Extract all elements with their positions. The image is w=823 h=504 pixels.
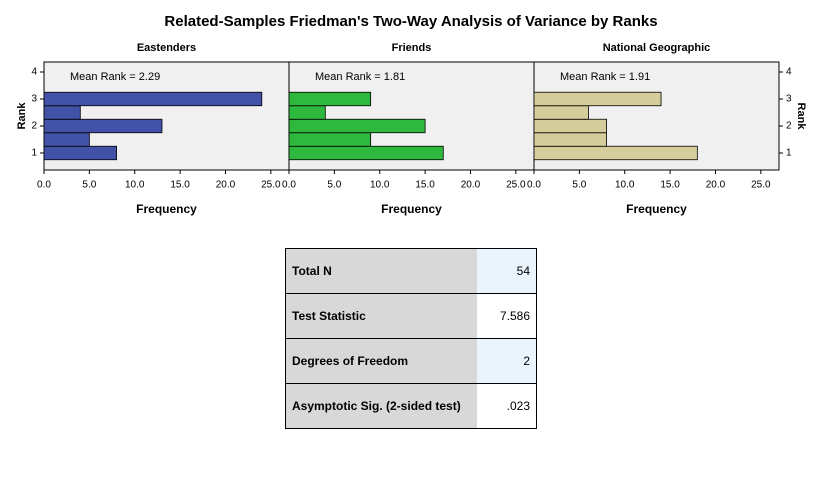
y-tick-label: 3 [31, 94, 37, 105]
bar [43, 91, 263, 107]
y-tick-label: 4 [786, 67, 792, 78]
panel-title: National Geographic [603, 42, 711, 54]
x-tick-label: 25.0 [751, 180, 771, 191]
table-row: Test Statistic 7.586 [285, 293, 537, 339]
x-tick-label: 5.0 [82, 180, 96, 191]
bar [533, 91, 662, 107]
value-cell: 2 [477, 338, 537, 384]
y-tick-label: 3 [786, 94, 792, 105]
bar [533, 105, 589, 120]
bar [43, 132, 90, 147]
x-axis-label: Frequency [381, 202, 442, 216]
y-axis-label: Rank [795, 103, 807, 131]
value-cell: 7.586 [477, 293, 537, 339]
bar [288, 132, 372, 147]
x-tick-label: 15.0 [170, 180, 190, 191]
bar [533, 118, 607, 134]
chart: Related-Samples Friedman's Two-Way Analy… [16, 13, 807, 216]
stats-table: Total N 54 Test Statistic 7.586 Degrees of F… [285, 248, 537, 429]
x-tick-label: 10.0 [370, 180, 390, 191]
annotation: Mean Rank = 1.91 [560, 71, 650, 83]
x-axis-label: Frequency [136, 202, 197, 216]
bar [43, 105, 81, 120]
x-tick-label: 5.0 [327, 180, 341, 191]
bar [43, 118, 163, 134]
bar [43, 145, 117, 161]
label-cell: Test Statistic [285, 293, 477, 339]
annotation: Mean Rank = 2.29 [70, 71, 160, 83]
x-tick-label: 25.0 [261, 180, 281, 191]
table-row: Total N 54 [285, 248, 537, 294]
annotation: Mean Rank = 1.81 [315, 71, 405, 83]
panel-title: Friends [392, 42, 432, 54]
value-cell: .023 [477, 383, 537, 429]
bar [288, 118, 426, 134]
x-tick-label: 15.0 [660, 180, 680, 191]
table-row: Degrees of Freedom 2 [285, 338, 537, 384]
label-cell: Asymptotic Sig. (2-sided test) [285, 383, 477, 429]
label-cell: Degrees of Freedom [285, 338, 477, 384]
bar [288, 105, 326, 120]
y-tick-label: 2 [786, 121, 792, 132]
x-axis-label: Frequency [626, 202, 687, 216]
x-tick-label: 25.0 [506, 180, 526, 191]
y-tick-label: 4 [31, 67, 37, 78]
chart-title: Related-Samples Friedman's Two-Way Analy… [164, 13, 657, 30]
x-tick-label: 10.0 [615, 180, 635, 191]
x-tick-label: 0.0 [37, 180, 51, 191]
y-axis-label: Rank [16, 102, 28, 130]
label-cell: Total N [285, 248, 477, 294]
x-tick-label: 20.0 [461, 180, 481, 191]
x-tick-label: 0.0 [282, 180, 296, 191]
bar [288, 145, 444, 161]
value-cell: 54 [477, 248, 537, 294]
y-tick-label: 2 [31, 121, 37, 132]
x-tick-label: 20.0 [216, 180, 236, 191]
x-tick-label: 15.0 [415, 180, 435, 191]
panel-title: Eastenders [137, 42, 196, 54]
y-tick-label: 1 [786, 148, 792, 159]
y-tick-label: 1 [31, 148, 37, 159]
table-row: Asymptotic Sig. (2-sided test) .023 [285, 383, 537, 429]
bar [288, 91, 372, 107]
bar [533, 145, 698, 161]
x-tick-label: 0.0 [527, 180, 541, 191]
bar [533, 132, 607, 147]
x-tick-label: 5.0 [572, 180, 586, 191]
x-tick-label: 20.0 [706, 180, 726, 191]
x-tick-label: 10.0 [125, 180, 145, 191]
